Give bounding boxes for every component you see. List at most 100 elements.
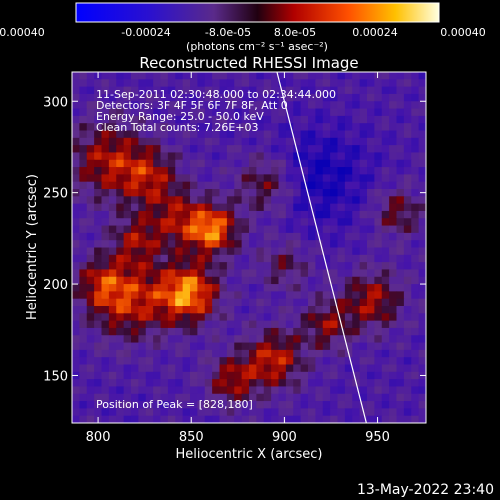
heatmap-cell <box>337 145 346 154</box>
heatmap-cell <box>411 137 420 146</box>
heatmap-cell <box>175 357 184 366</box>
heatmap-cell <box>396 415 405 423</box>
heatmap-cell <box>278 108 287 117</box>
heatmap-cell <box>138 364 147 373</box>
heatmap-cell <box>94 393 103 402</box>
heatmap-cell <box>359 327 368 336</box>
heatmap-cell <box>138 313 147 322</box>
heatmap-cell <box>418 240 426 249</box>
heatmap-cell <box>116 327 125 336</box>
heatmap-cell <box>167 408 176 417</box>
heatmap-cell <box>108 262 117 271</box>
heatmap-cell <box>315 130 324 139</box>
heatmap-cell <box>285 386 294 395</box>
heatmap-cell <box>138 86 147 95</box>
heatmap-cell <box>138 269 147 278</box>
heatmap-cell <box>285 210 294 219</box>
heatmap-cell <box>123 298 132 307</box>
heatmap-cell <box>212 240 221 249</box>
heatmap-cell <box>145 145 154 154</box>
heatmap-cell <box>241 371 250 380</box>
heatmap-cell <box>175 189 184 197</box>
heatmap-cell <box>241 379 250 388</box>
heatmap-cell <box>219 232 228 241</box>
heatmap-cell <box>403 240 412 249</box>
heatmap-cell <box>226 167 235 175</box>
heatmap-cell <box>241 240 250 249</box>
heatmap-cell <box>396 145 405 154</box>
heatmap-cell <box>72 108 80 117</box>
heatmap-cell <box>300 313 309 322</box>
heatmap-cell <box>212 327 221 336</box>
heatmap-cell <box>101 298 110 307</box>
heatmap-cell <box>116 357 125 366</box>
heatmap-cell <box>219 254 228 263</box>
heatmap-cell <box>271 327 280 336</box>
heatmap-cell <box>175 210 184 219</box>
heatmap-cell <box>94 108 103 117</box>
heatmap-cell <box>300 137 309 146</box>
heatmap-cell <box>86 189 95 197</box>
heatmap-cell <box>108 313 117 322</box>
heatmap-cell <box>263 145 272 154</box>
heatmap-cell <box>160 291 169 300</box>
heatmap-cell <box>381 123 390 132</box>
heatmap-cell <box>116 291 125 300</box>
heatmap-cell <box>86 276 95 285</box>
x-tick-label: 800 <box>86 430 111 445</box>
heatmap-cell <box>212 203 221 212</box>
heatmap-cell <box>182 167 191 175</box>
heatmap-cell <box>389 415 398 423</box>
heatmap-cell <box>226 313 235 322</box>
heatmap-cell <box>403 152 412 161</box>
heatmap-cell <box>285 342 294 351</box>
heatmap-cell <box>153 93 162 102</box>
heatmap-cell <box>234 101 243 110</box>
heatmap-cell <box>234 203 243 212</box>
heatmap-cell <box>344 357 353 366</box>
heatmap-cell <box>79 327 88 336</box>
heatmap-cell <box>271 379 280 388</box>
heatmap-cell <box>160 93 169 102</box>
heatmap-cell <box>381 210 390 219</box>
heatmap-cell <box>234 86 243 95</box>
heatmap-cell <box>153 379 162 388</box>
heatmap-cell <box>153 101 162 110</box>
heatmap-cell <box>212 137 221 146</box>
heatmap-cell <box>337 130 346 139</box>
heatmap-cell <box>263 203 272 212</box>
heatmap-cell <box>330 371 339 380</box>
heatmap-cell <box>330 240 339 249</box>
heatmap-cell <box>411 298 420 307</box>
heatmap-cell <box>278 320 287 329</box>
heatmap-cell <box>285 152 294 161</box>
heatmap-cell <box>108 123 117 132</box>
heatmap-cell <box>167 349 176 358</box>
heatmap-cell <box>271 210 280 219</box>
heatmap-cell <box>300 408 309 417</box>
heatmap-cell <box>271 284 280 292</box>
heatmap-cell <box>108 276 117 285</box>
heatmap-cell <box>160 276 169 285</box>
heatmap-cell <box>352 108 361 117</box>
heatmap-cell <box>278 123 287 132</box>
heatmap-cell <box>234 189 243 197</box>
heatmap-cell <box>160 335 169 344</box>
heatmap-cell <box>138 291 147 300</box>
heatmap-cell <box>241 123 250 132</box>
heatmap-cell <box>389 225 398 234</box>
heatmap-cell <box>300 327 309 336</box>
heatmap-cell <box>337 181 346 190</box>
heatmap-cell <box>293 276 302 285</box>
heatmap-cell <box>352 123 361 132</box>
heatmap-cell <box>160 130 169 139</box>
heatmap-cell <box>197 130 206 139</box>
heatmap-cell <box>79 408 88 417</box>
heatmap-cell <box>175 86 184 95</box>
heatmap-cell <box>226 225 235 234</box>
heatmap-cell <box>219 408 228 417</box>
heatmap-cell <box>352 408 361 417</box>
heatmap-cell <box>256 357 265 366</box>
heatmap-cell <box>374 357 383 366</box>
heatmap-cell <box>175 284 184 292</box>
